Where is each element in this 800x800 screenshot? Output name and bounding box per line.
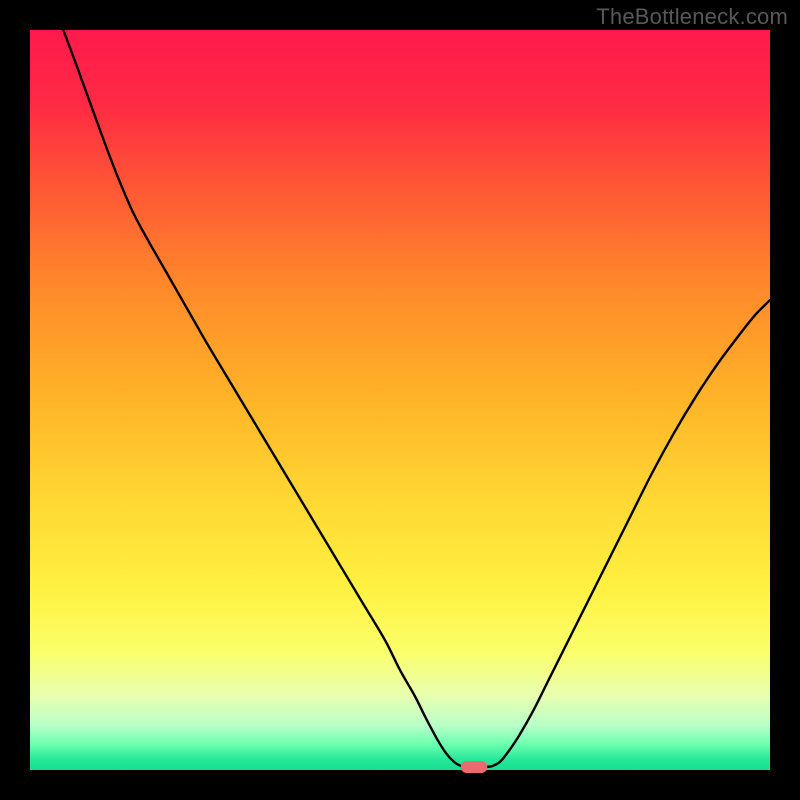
chart-stage: TheBottleneck.com (0, 0, 800, 800)
plot-background (30, 30, 770, 770)
bottleneck-chart (0, 0, 800, 800)
optimal-marker (461, 761, 488, 773)
